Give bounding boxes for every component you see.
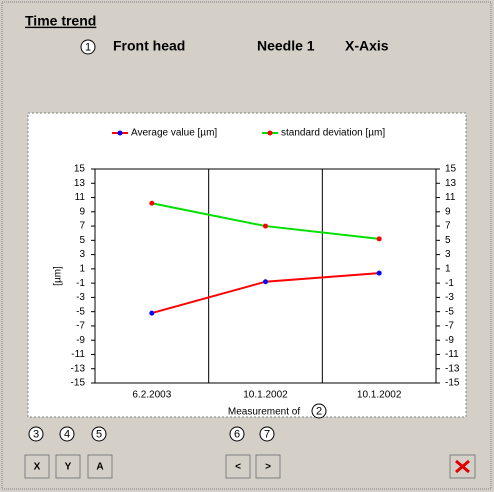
callout-circle xyxy=(91,426,107,442)
button[interactable] xyxy=(24,454,50,479)
y-tick-label: 3 xyxy=(79,249,85,260)
callout-circle xyxy=(28,426,44,442)
y2-tick-label: -1 xyxy=(445,278,454,289)
data-point xyxy=(149,310,155,316)
title: Time trend xyxy=(25,13,96,29)
y2-tick-label: -5 xyxy=(445,306,454,317)
y-tick-label: 11 xyxy=(75,192,86,203)
y-tick-label: -15 xyxy=(71,378,86,389)
y2-tick-label: -13 xyxy=(445,363,460,374)
y2-tick-label: 7 xyxy=(445,221,451,232)
callout: 2 xyxy=(316,405,322,417)
y-tick-label: -5 xyxy=(76,306,85,317)
y-tick-label: -9 xyxy=(76,335,85,346)
callout: 3 xyxy=(33,428,39,440)
y-tick-label: 15 xyxy=(74,164,86,175)
plot-area xyxy=(94,168,437,384)
callout-circle xyxy=(59,426,75,442)
callout: 6 xyxy=(234,428,240,440)
y-axis-label: [µm] xyxy=(53,266,64,286)
y2-tick-label: -11 xyxy=(445,349,459,360)
x-tick-label: 10.1.2002 xyxy=(243,390,288,401)
y2-tick-label: -3 xyxy=(445,292,454,303)
data-point xyxy=(376,270,382,276)
y2-tick-label: 5 xyxy=(445,235,451,246)
button-label[interactable]: > xyxy=(265,462,271,473)
y-tick-label: -1 xyxy=(76,278,85,289)
button-label[interactable]: < xyxy=(235,462,241,473)
needle-label: Needle 1 xyxy=(257,38,315,54)
y2-tick-label: 11 xyxy=(445,192,456,203)
y-tick-label: 13 xyxy=(74,178,86,189)
callout: 5 xyxy=(96,428,102,440)
x-tick-label: 6.2.2003 xyxy=(132,390,171,401)
y-tick-label: 1 xyxy=(79,264,85,275)
head-label: Front head xyxy=(113,38,185,54)
y-tick-label: -13 xyxy=(71,363,86,374)
y2-tick-label: 9 xyxy=(445,206,451,217)
legend-marker xyxy=(117,130,123,136)
y2-tick-label: 1 xyxy=(445,264,451,275)
y-tick-label: 9 xyxy=(79,206,85,217)
data-point xyxy=(149,200,155,206)
callout-circle xyxy=(80,39,96,55)
y2-tick-label: -9 xyxy=(445,335,454,346)
close-icon xyxy=(455,459,470,474)
y2-tick-label: 13 xyxy=(445,178,457,189)
data-point xyxy=(263,223,268,229)
callout-circle xyxy=(259,426,275,442)
button-label[interactable]: Y xyxy=(65,462,72,473)
data-point xyxy=(263,279,268,285)
x-axis-label: Measurement of xyxy=(228,407,300,418)
button[interactable] xyxy=(255,454,281,479)
button[interactable] xyxy=(87,454,113,479)
button[interactable] xyxy=(55,454,81,479)
button-label[interactable]: X xyxy=(34,462,41,473)
y-tick-label: 7 xyxy=(79,221,85,232)
y-tick-label: 5 xyxy=(79,235,85,246)
callout: 4 xyxy=(64,428,70,440)
legend-label: Average value [µm] xyxy=(131,128,217,139)
legend-marker xyxy=(267,130,273,136)
y2-tick-label: 15 xyxy=(445,164,457,175)
y-tick-label: -11 xyxy=(71,349,85,360)
legend-label: standard deviation [µm] xyxy=(281,128,385,139)
y-tick-label: -7 xyxy=(76,321,85,332)
axis-label: X-Axis xyxy=(345,38,389,54)
y2-tick-label: 3 xyxy=(445,249,451,260)
callout: 7 xyxy=(264,428,270,440)
button-label[interactable]: A xyxy=(96,462,103,473)
y2-tick-label: -15 xyxy=(445,378,460,389)
button[interactable] xyxy=(225,454,251,479)
y2-tick-label: -7 xyxy=(445,321,454,332)
callout-circle xyxy=(229,426,245,442)
data-point xyxy=(376,236,382,242)
callout-circle xyxy=(311,403,327,419)
callout: 1 xyxy=(85,41,91,53)
x-tick-label: 10.1.2002 xyxy=(357,390,402,401)
y-tick-label: -3 xyxy=(76,292,85,303)
